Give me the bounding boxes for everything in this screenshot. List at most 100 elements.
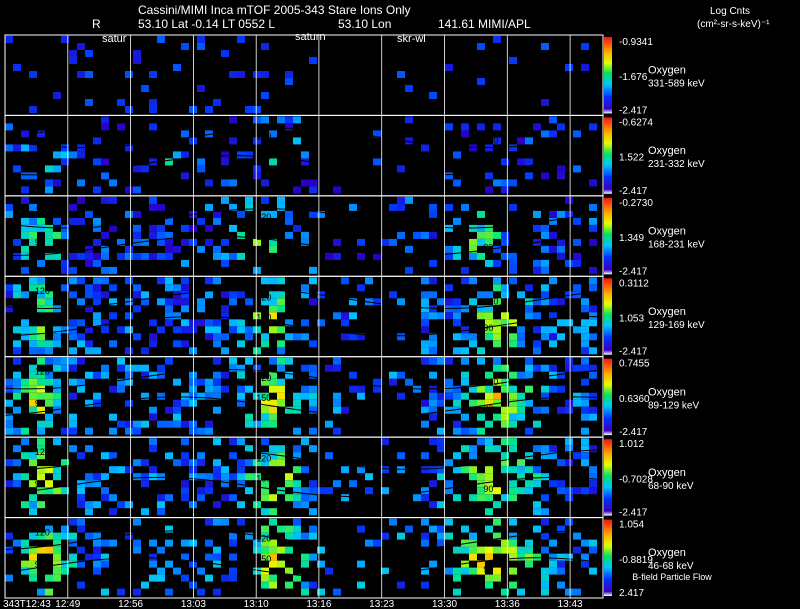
heatmap-cell	[293, 399, 301, 407]
heatmap-cell	[109, 298, 117, 306]
heatmap-cell	[85, 305, 93, 313]
heatmap-cell	[21, 546, 29, 554]
heatmap-cell	[509, 392, 517, 400]
heatmap-cell	[61, 427, 69, 435]
heatmap-cell	[477, 238, 485, 246]
heatmap-cell	[285, 406, 293, 414]
heatmap-cell	[221, 196, 229, 204]
colorbar-min-label: 2.417	[619, 588, 644, 599]
heatmap-cell	[453, 406, 461, 414]
heatmap-cell	[437, 357, 445, 365]
heatmap-cell	[181, 392, 189, 400]
heatmap-cell	[221, 494, 229, 502]
heatmap-cell	[301, 501, 309, 509]
heatmap-cell	[269, 277, 277, 285]
heatmap-cell	[85, 553, 93, 561]
heatmap-cell	[237, 473, 245, 481]
heatmap-cell	[181, 298, 189, 306]
heatmap-cell	[101, 473, 109, 481]
heatmap-cell	[589, 466, 597, 474]
heatmap-cell	[117, 252, 125, 260]
heatmap-cell	[37, 392, 45, 400]
heatmap-cell	[549, 480, 557, 488]
heatmap-cell	[397, 231, 405, 239]
heatmap-cell	[445, 378, 453, 386]
heatmap-cell	[21, 427, 29, 435]
contour-label: 90	[483, 484, 493, 494]
contour-line	[5, 208, 603, 229]
heatmap-cell	[181, 130, 189, 138]
header-r-label: R	[92, 17, 101, 31]
panel-species-label: Oxygen	[648, 386, 686, 398]
heatmap-cell	[261, 392, 269, 400]
heatmap-cell	[21, 326, 29, 334]
heatmap-cell	[13, 340, 21, 348]
heatmap-cell	[333, 392, 341, 400]
x-tick-label: 13:23	[369, 599, 394, 609]
heatmap-cell	[133, 473, 141, 481]
heatmap-cell	[101, 487, 109, 495]
heatmap-cell	[269, 371, 277, 379]
heatmap-cell	[237, 340, 245, 348]
heatmap-cell	[477, 438, 485, 446]
heatmap-cell	[237, 459, 245, 467]
heatmap-cell	[589, 238, 597, 246]
heatmap-cell	[261, 459, 269, 467]
heatmap-cell	[5, 413, 13, 421]
heatmap-cell	[237, 319, 245, 327]
heatmap-cell	[277, 305, 285, 313]
heatmap-cell	[437, 298, 445, 306]
heatmap-cell	[173, 459, 181, 467]
heatmap-cell	[309, 340, 317, 348]
heatmap-cell	[245, 459, 253, 467]
x-tick-label: 13:16	[306, 599, 331, 609]
heatmap-cell	[493, 319, 501, 327]
heatmap-cell	[5, 291, 13, 299]
heatmap-cell	[181, 553, 189, 561]
heatmap-cell	[557, 172, 565, 180]
heatmap-cell	[557, 581, 565, 589]
heatmap-cell	[229, 357, 237, 365]
heatmap-cell	[77, 196, 85, 204]
heatmap-cell	[557, 333, 565, 341]
heatmap-cell	[261, 487, 269, 495]
heatmap-cell	[293, 518, 301, 526]
heatmap-cell	[93, 567, 101, 575]
heatmap-cell	[45, 588, 53, 596]
heatmap-cell	[93, 259, 101, 267]
heatmap-cell	[581, 445, 589, 453]
heatmap-cell	[565, 487, 573, 495]
heatmap-cell	[429, 291, 437, 299]
heatmap-cell	[509, 581, 517, 589]
heatmap-cell	[469, 532, 477, 540]
heatmap-cell	[157, 238, 165, 246]
heatmap-cell	[37, 130, 45, 138]
heatmap-cell	[397, 203, 405, 211]
heatmap-cell	[141, 459, 149, 467]
heatmap-cell	[133, 518, 141, 526]
heatmap-cell	[397, 333, 405, 341]
heatmap-cell	[309, 210, 317, 218]
heatmap-cell	[213, 319, 221, 327]
heatmap-cell	[221, 252, 229, 260]
heatmap-cell	[453, 546, 461, 554]
heatmap-cell	[125, 144, 133, 152]
heatmap-cell	[93, 560, 101, 568]
heatmap-cell	[85, 347, 93, 355]
heatmap-cell	[405, 196, 413, 204]
heatmap-cell	[525, 371, 533, 379]
heatmap-cell	[333, 364, 341, 372]
heatmap-cell	[333, 406, 341, 414]
heatmap-cell	[205, 203, 213, 211]
heatmap-cell	[157, 473, 165, 481]
heatmap-cell	[61, 525, 69, 533]
heatmap-cell	[525, 452, 533, 460]
heatmap-cell	[261, 508, 269, 516]
heatmap-cell	[485, 231, 493, 239]
heatmap-cell	[357, 252, 365, 260]
heatmap-cell	[29, 452, 37, 460]
heatmap-cell	[197, 43, 205, 50]
heatmap-cell	[21, 567, 29, 575]
heatmap-cell	[365, 277, 373, 285]
